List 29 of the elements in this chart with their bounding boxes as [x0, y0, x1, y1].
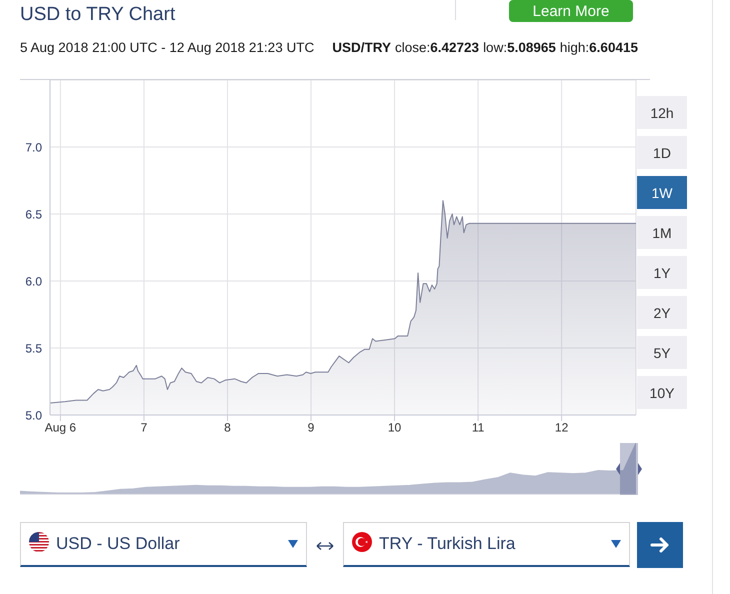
select-field: USD - US Dollar	[20, 522, 307, 567]
y-tick-label: 7.0	[25, 140, 42, 154]
text: close:6.42723	[394, 40, 480, 55]
x-tick-label: 9	[308, 420, 315, 435]
y-tick-label: 6.0	[25, 274, 42, 288]
button: 2Y	[637, 296, 687, 329]
x-tick-label: 10	[388, 420, 402, 435]
y-tick-label: 5.5	[25, 341, 42, 356]
button: Learn More	[509, 0, 633, 22]
select-field: TRY - Turkish Lira	[343, 522, 630, 567]
button: 5Y	[637, 336, 687, 369]
x-tick-label: Aug 6	[44, 420, 76, 435]
x-tick-label: 11	[472, 420, 485, 435]
text: USD/TRY	[332, 40, 391, 55]
y-tick-label: 5.0	[25, 408, 42, 422]
button: 12h	[637, 96, 687, 129]
button: 1D	[637, 136, 687, 169]
chart-subtitle: 5 Aug 2018 21:00 UTC - 12 Aug 2018 21:23 UTC	[20, 40, 314, 55]
text: low:5.08965	[483, 40, 556, 55]
x-tick-label: 7	[140, 420, 148, 435]
x-tick-label: 8	[224, 420, 232, 435]
button: 10Y	[637, 376, 687, 409]
button: 1M	[637, 216, 687, 249]
text: high:6.60415	[560, 40, 638, 55]
button: 1Y	[637, 256, 687, 289]
y-tick-label: 6.5	[25, 207, 42, 222]
x-tick-label: 12	[554, 420, 569, 435]
chart-title: USD to TRY Chart	[20, 4, 176, 26]
button: 1W	[637, 176, 687, 209]
